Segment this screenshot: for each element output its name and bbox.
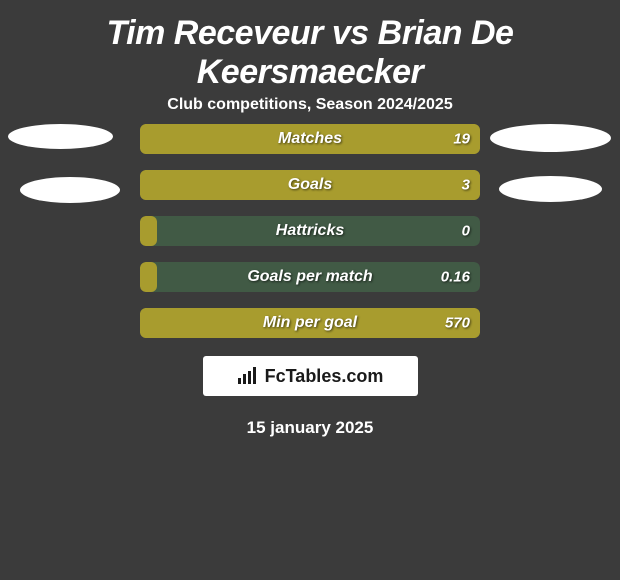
logo-box: FcTables.com	[203, 356, 418, 396]
stat-value: 3	[462, 177, 470, 194]
vs-separator: vs	[332, 14, 369, 52]
stat-row: Goals per match 0.16	[140, 262, 480, 292]
decorative-oval-1	[490, 124, 611, 152]
decorative-oval-0	[8, 124, 113, 149]
logo: FcTables.com	[237, 366, 384, 387]
stat-value: 0.16	[441, 269, 470, 286]
player1-name: Tim Receveur	[107, 14, 323, 52]
chart-icon	[237, 367, 259, 385]
stat-bar-fill	[140, 262, 157, 292]
stats-list: Matches 19 Goals 3 Hattricks 0 Goals per match…	[140, 124, 480, 338]
stat-value: 19	[453, 131, 470, 148]
stat-label: Min per goal	[263, 314, 357, 332]
stat-label: Goals	[288, 176, 332, 194]
stat-value: 0	[462, 223, 470, 240]
stat-row: Min per goal 570	[140, 308, 480, 338]
decorative-oval-2	[20, 177, 120, 203]
stat-row: Goals 3	[140, 170, 480, 200]
decorative-oval-3	[499, 176, 602, 202]
content-area: Matches 19 Goals 3 Hattricks 0 Goals per match…	[0, 100, 620, 438]
date-text: 15 january 2025	[0, 418, 620, 438]
stat-value: 570	[445, 315, 470, 332]
stat-label: Matches	[278, 130, 342, 148]
stat-label: Goals per match	[247, 268, 372, 286]
stat-label: Hattricks	[276, 222, 344, 240]
stat-row: Matches 19	[140, 124, 480, 154]
stat-row: Hattricks 0	[140, 216, 480, 246]
comparison-title: Tim Receveur vs Brian De Keersmaecker	[8, 14, 612, 92]
logo-text: FcTables.com	[265, 366, 384, 387]
stat-bar-fill	[140, 216, 157, 246]
